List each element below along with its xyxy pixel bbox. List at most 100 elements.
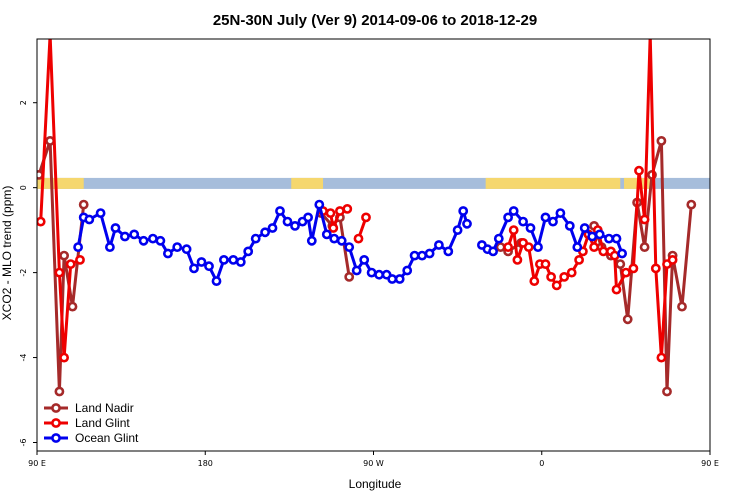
data-point-land-glint	[574, 254, 584, 265]
data-point-ocean-glint	[555, 208, 566, 218]
data-point-ocean-glint	[402, 265, 413, 276]
data-point-land-glint	[611, 284, 622, 295]
data-point-land-glint	[621, 267, 631, 278]
data-point-ocean-glint	[533, 242, 543, 252]
data-point-ocean-glint	[503, 212, 513, 223]
data-point-land-glint	[325, 208, 336, 218]
data-point-land-glint	[328, 223, 339, 233]
x-axis-label: Longitude	[349, 477, 402, 491]
data-point-ocean-glint	[303, 212, 313, 223]
data-point-ocean-glint	[172, 242, 183, 252]
data-point-land-glint	[559, 271, 570, 282]
data-point-land-nadir	[639, 242, 650, 252]
data-point-ocean-glint	[540, 212, 551, 223]
data-point-ocean-glint	[564, 220, 575, 231]
y-tick-label: -4	[19, 354, 28, 362]
data-point-land-glint	[656, 352, 667, 363]
data-point-ocean-glint	[587, 231, 598, 242]
data-point-land-nadir	[615, 259, 626, 269]
data-point-ocean-glint	[110, 223, 121, 233]
data-point-ocean-glint	[84, 214, 95, 225]
data-point-land-glint	[667, 254, 678, 265]
legend-label-land-glint: Land Glint	[75, 416, 130, 430]
data-point-land-nadir	[622, 314, 633, 325]
data-point-ocean-glint	[424, 248, 435, 259]
data-point-land-nadir	[686, 199, 697, 210]
data-point-ocean-glint	[138, 235, 149, 246]
data-point-ocean-glint	[617, 248, 627, 259]
data-point-land-nadir	[54, 386, 65, 397]
data-point-ocean-glint	[344, 242, 355, 252]
axes: 90 E 180 90 W 0 90 E 2 0 -2 -4 -6	[19, 38, 719, 468]
y-tick-label: 0	[19, 185, 28, 190]
data-point-ocean-glint	[417, 250, 427, 261]
landmask-land-segment	[485, 177, 621, 189]
series-line-land-glint	[506, 39, 674, 360]
data-point-ocean-glint	[443, 246, 454, 257]
y-tick-label: -2	[19, 269, 28, 277]
data-point-ocean-glint	[488, 246, 498, 257]
y-tick-label: 2	[19, 100, 28, 105]
data-point-land-glint	[361, 212, 371, 223]
data-point-land-glint	[529, 276, 540, 286]
data-point-ocean-glint	[409, 250, 420, 261]
data-point-ocean-glint	[374, 269, 384, 280]
data-point-land-nadir	[67, 301, 78, 312]
data-point-land-nadir	[45, 135, 55, 146]
data-point-ocean-glint	[579, 223, 590, 233]
data-point-land-glint	[353, 233, 364, 244]
x-tick-label: 90 E	[28, 459, 46, 468]
data-point-ocean-glint	[594, 229, 605, 240]
data-point-ocean-glint	[250, 233, 261, 244]
data-point-land-nadir	[37, 170, 44, 180]
data-point-ocean-glint	[493, 233, 504, 244]
legend-marker-land-glint	[51, 418, 61, 428]
data-point-ocean-glint	[351, 265, 362, 276]
data-point-ocean-glint	[321, 229, 332, 240]
data-point-ocean-glint	[243, 246, 254, 257]
data-point-land-glint	[546, 271, 556, 282]
data-point-land-glint	[566, 267, 577, 278]
landmask-land-segment	[37, 177, 84, 189]
data-point-ocean-glint	[394, 274, 405, 284]
data-point-ocean-glint	[95, 208, 106, 218]
data-point-ocean-glint	[147, 233, 158, 244]
legend-marker-ocean-glint	[51, 433, 61, 443]
x-tick-label: 180	[198, 459, 213, 468]
data-point-land-glint	[59, 352, 69, 363]
plot-frame	[36, 38, 711, 452]
data-point-ocean-glint	[366, 267, 377, 278]
data-point-ocean-glint	[611, 233, 622, 244]
chart-title: 25N-30N July (Ver 9) 2014-09-06 to 2018-…	[213, 12, 537, 29]
data-point-ocean-glint	[387, 274, 398, 284]
x-tick-label: 0	[539, 459, 544, 468]
data-point-land-glint	[589, 242, 599, 252]
data-point-ocean-glint	[235, 257, 246, 267]
data-point-land-nadir	[59, 250, 69, 261]
y-axis-label: XCO2 - MLO trend (ppm)	[0, 186, 14, 321]
legend-marker-land-nadir	[51, 403, 61, 413]
data-point-ocean-glint	[189, 263, 199, 274]
data-point-ocean-glint	[525, 223, 536, 233]
data-point-ocean-glint	[275, 206, 285, 216]
data-point-land-glint	[342, 203, 353, 214]
data-point-land-nadir	[78, 199, 89, 210]
data-point-ocean-glint	[129, 229, 140, 240]
data-point-land-glint	[650, 263, 661, 274]
data-point-ocean-glint	[218, 254, 229, 265]
data-point-ocean-glint	[105, 242, 115, 252]
data-point-ocean-glint	[290, 220, 300, 231]
data-point-land-glint	[540, 259, 551, 269]
data-point-land-glint	[647, 39, 653, 40]
data-point-land-nadir	[344, 271, 355, 282]
data-point-land-nadir	[677, 301, 687, 312]
data-point-land-glint	[598, 246, 609, 257]
data-point-land-glint	[634, 165, 644, 176]
data-point-land-glint	[508, 225, 519, 235]
data-point-land-glint	[628, 263, 639, 274]
x-tick-label: 90 W	[363, 459, 384, 468]
data-point-land-glint	[503, 242, 513, 252]
data-point-land-glint	[47, 39, 53, 40]
